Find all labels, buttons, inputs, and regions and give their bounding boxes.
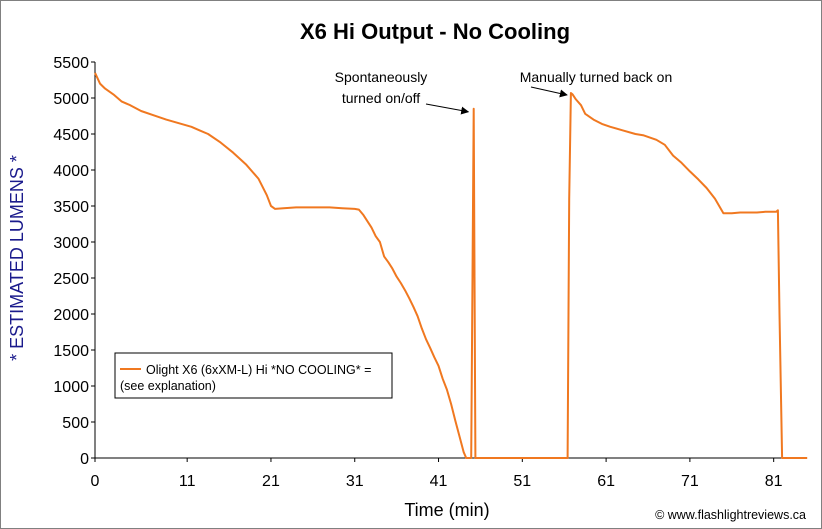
- x-tick-label: 61: [597, 473, 615, 490]
- x-tick-label: 11: [179, 473, 196, 490]
- x-tick-label: 81: [765, 473, 783, 490]
- x-tick-label: 71: [681, 473, 699, 490]
- series-line: [94, 72, 808, 459]
- x-tick-label: 31: [346, 473, 364, 490]
- annotation-text: Manually turned back on: [520, 69, 673, 85]
- chart-title: X6 Hi Output - No Cooling: [300, 19, 570, 44]
- y-tick-label: 2500: [53, 271, 89, 288]
- y-tick-label: 1500: [53, 343, 89, 360]
- x-tick-label: 51: [513, 473, 531, 490]
- y-axis-label: * ESTIMATED LUMENS *: [7, 155, 27, 361]
- x-tick-label: 21: [262, 473, 280, 490]
- annotation-text: Spontaneously: [335, 69, 428, 85]
- x-axis-ticks: 0 11 21 31 41 51 61 71 81: [91, 458, 783, 490]
- x-axis-label: Time (min): [404, 500, 489, 520]
- annotation-arrow: [530, 86, 568, 98]
- y-tick-label: 5000: [53, 91, 89, 108]
- x-tick-label: 41: [430, 473, 448, 490]
- y-tick-label: 4000: [53, 163, 89, 180]
- credit-text: © www.flashlightreviews.ca: [655, 508, 806, 522]
- legend-box: [114, 352, 393, 399]
- x-tick-label: 0: [91, 473, 100, 490]
- y-tick-label: 1000: [53, 379, 89, 396]
- y-tick-label: 3500: [53, 199, 89, 216]
- y-tick-label: 0: [80, 451, 89, 468]
- y-axis-ticks: 0 500 1000 1500 2000 2500 3000 3500 4000 4500 5000…: [53, 55, 95, 468]
- legend: Olight X6 (6xXM-L) Hi *NO COOLING* = (see…: [114, 352, 393, 399]
- y-tick-label: 500: [62, 415, 89, 432]
- legend-entry-text: Olight X6 (6xXM-L) Hi *NO COOLING* = (see…: [120, 363, 371, 393]
- y-tick-label: 3000: [53, 235, 89, 252]
- y-tick-label: 5500: [53, 55, 89, 72]
- y-tick-label: 4500: [53, 127, 89, 144]
- y-tick-label: 2000: [53, 307, 89, 324]
- annotation-arrow: [425, 103, 470, 115]
- annotations: Spontaneously turned on/off Manually turne…: [335, 69, 673, 115]
- annotation-text: turned on/off: [342, 90, 420, 106]
